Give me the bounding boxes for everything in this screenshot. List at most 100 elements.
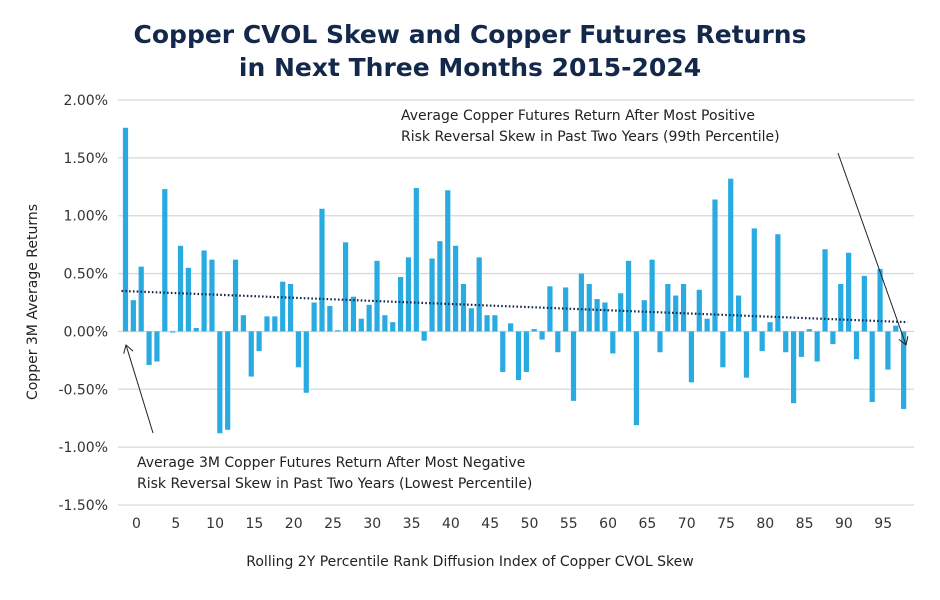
bar bbox=[602, 302, 608, 332]
bar bbox=[751, 228, 757, 332]
bar bbox=[696, 289, 702, 332]
bar bbox=[594, 299, 600, 332]
bar bbox=[453, 245, 459, 332]
bar bbox=[468, 308, 474, 332]
bar bbox=[390, 322, 396, 332]
bar bbox=[814, 331, 820, 362]
bar bbox=[649, 259, 655, 332]
bar bbox=[264, 316, 270, 332]
bar bbox=[578, 273, 584, 332]
bar bbox=[429, 258, 435, 332]
bar bbox=[177, 245, 184, 332]
y-tick-label: 1.50% bbox=[64, 151, 108, 167]
bar bbox=[743, 331, 750, 378]
bar bbox=[500, 331, 506, 372]
x-tick-label: 35 bbox=[403, 516, 421, 532]
bar bbox=[822, 249, 828, 332]
bar bbox=[437, 241, 443, 332]
annotation-positive-text: Risk Reversal Skew in Past Two Years (99… bbox=[401, 129, 780, 145]
x-tick-label: 60 bbox=[599, 516, 617, 532]
trendline bbox=[121, 289, 908, 324]
bar bbox=[492, 315, 498, 332]
bar bbox=[358, 318, 364, 332]
bar bbox=[476, 257, 482, 332]
x-tick-label: 15 bbox=[245, 516, 263, 532]
y-tick-label: -1.00% bbox=[58, 440, 108, 456]
bar bbox=[759, 331, 765, 352]
bar bbox=[728, 178, 734, 332]
x-tick-label: 45 bbox=[481, 516, 499, 532]
bar bbox=[460, 283, 467, 332]
annotation-negative-text: Average 3M Copper Futures Return After M… bbox=[137, 455, 525, 471]
chart-title-line-1: Copper CVOL Skew and Copper Futures Retu… bbox=[133, 20, 807, 49]
bar bbox=[405, 257, 412, 332]
bar bbox=[382, 315, 388, 332]
bar bbox=[633, 331, 639, 426]
x-tick-label: 85 bbox=[796, 516, 814, 532]
y-tick-label: 0.50% bbox=[64, 267, 108, 283]
bar bbox=[523, 331, 529, 372]
y-axis-label: Copper 3M Average Returns bbox=[25, 204, 41, 400]
x-tick-label: 90 bbox=[835, 516, 853, 532]
bar bbox=[508, 323, 514, 332]
bar bbox=[256, 331, 262, 352]
bar bbox=[170, 331, 176, 333]
bar bbox=[861, 275, 867, 332]
bar bbox=[657, 331, 663, 353]
bar bbox=[783, 331, 789, 353]
bar bbox=[704, 318, 710, 332]
bars bbox=[122, 127, 907, 434]
trendline-path bbox=[121, 289, 908, 324]
bar bbox=[570, 331, 577, 401]
bar bbox=[680, 283, 687, 332]
bar bbox=[673, 295, 679, 332]
bar bbox=[185, 267, 191, 332]
bar bbox=[665, 283, 671, 332]
x-tick-label: 0 bbox=[132, 516, 141, 532]
x-tick-label: 80 bbox=[756, 516, 774, 532]
bar bbox=[335, 330, 341, 332]
bar bbox=[853, 331, 860, 360]
x-tick-label: 75 bbox=[717, 516, 735, 532]
bar bbox=[625, 260, 632, 332]
y-tick-label: 1.00% bbox=[64, 209, 108, 225]
bar bbox=[720, 331, 726, 368]
x-tick-label: 65 bbox=[638, 516, 656, 532]
bar bbox=[366, 304, 372, 332]
bar bbox=[806, 329, 812, 332]
x-tick-label: 50 bbox=[521, 516, 539, 532]
bar bbox=[885, 331, 891, 370]
bar bbox=[735, 295, 742, 332]
bar bbox=[122, 127, 129, 332]
annotation-positive-text: Average Copper Futures Return After Most… bbox=[401, 108, 755, 124]
bar bbox=[555, 331, 561, 353]
bar bbox=[618, 293, 624, 332]
bar bbox=[893, 325, 899, 332]
bar bbox=[342, 242, 349, 332]
bar bbox=[217, 331, 223, 434]
chart-title: Copper CVOL Skew and Copper Futures Retu… bbox=[0, 18, 940, 84]
bar bbox=[846, 252, 852, 332]
bar bbox=[877, 268, 883, 332]
bar bbox=[531, 329, 537, 332]
bar bbox=[547, 286, 553, 332]
annotations: Average Copper Futures Return After Most… bbox=[126, 108, 906, 492]
bar bbox=[398, 277, 404, 332]
bar bbox=[515, 331, 522, 381]
bar bbox=[563, 287, 569, 332]
x-tick-label: 95 bbox=[874, 516, 892, 532]
y-tick-label: 2.00% bbox=[64, 93, 108, 109]
bar bbox=[350, 296, 357, 332]
x-axis-label: Rolling 2Y Percentile Rank Diffusion Ind… bbox=[246, 554, 693, 570]
bar bbox=[240, 315, 246, 332]
bar bbox=[791, 331, 797, 404]
x-tick-label: 55 bbox=[560, 516, 578, 532]
bar bbox=[193, 327, 199, 332]
bar bbox=[830, 331, 836, 345]
bar bbox=[138, 266, 144, 332]
bar bbox=[586, 283, 592, 332]
bar bbox=[413, 187, 419, 332]
bar bbox=[130, 300, 136, 332]
bar bbox=[280, 281, 286, 332]
